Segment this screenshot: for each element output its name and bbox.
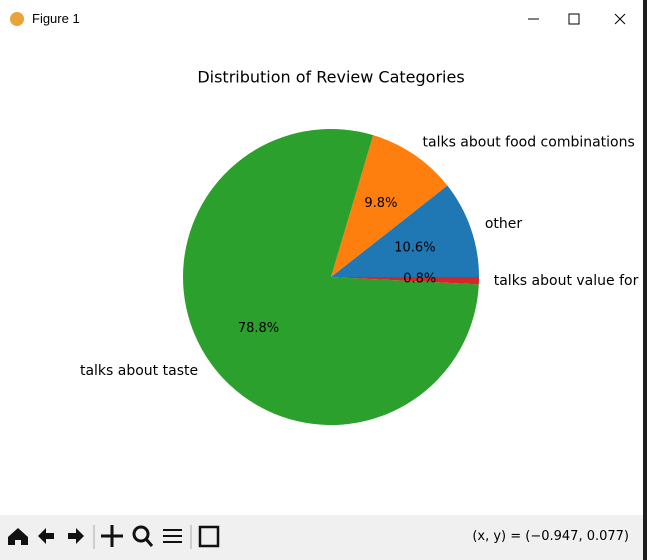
percent-label: 78.8% (238, 321, 279, 336)
pie-slice (182, 129, 479, 425)
app-icon (10, 12, 24, 26)
window-title: Figure 1 (32, 11, 80, 26)
pie-slice (331, 277, 479, 285)
toolbar-icons (8, 525, 220, 549)
status-text: (x, y) = (−0.947, 0.077) (472, 529, 629, 544)
title-bar: Figure 1 (0, 0, 643, 38)
slice-label: talks about taste (80, 363, 198, 379)
pie-slice (331, 135, 448, 277)
zoom-handle (144, 538, 154, 547)
slice-label: talks about value for (494, 273, 639, 289)
slice-label: talks about food combinations (423, 134, 635, 150)
toolbar: (x, y) = (−0.947, 0.077) (0, 515, 643, 560)
title-icons (10, 12, 626, 26)
zoom-button[interactable] (132, 525, 150, 543)
configure-button[interactable] (163, 529, 182, 543)
save-button[interactable] (198, 525, 220, 548)
percent-label: 10.6% (394, 240, 435, 255)
back-button[interactable] (38, 528, 54, 544)
chart: Distribution of Review Categories other 1… (80, 68, 639, 425)
close[interactable] (614, 13, 626, 25)
forward-button[interactable] (68, 528, 84, 544)
home-button[interactable] (8, 528, 28, 545)
pan-button[interactable] (101, 525, 123, 547)
chart-title: Distribution of Review Categories (197, 68, 464, 87)
pie-slice (331, 185, 479, 277)
slice-label: other (485, 216, 523, 232)
percent-label: 0.8% (403, 272, 436, 287)
percent-label: 9.8% (364, 196, 397, 211)
maximize[interactable] (568, 13, 580, 25)
